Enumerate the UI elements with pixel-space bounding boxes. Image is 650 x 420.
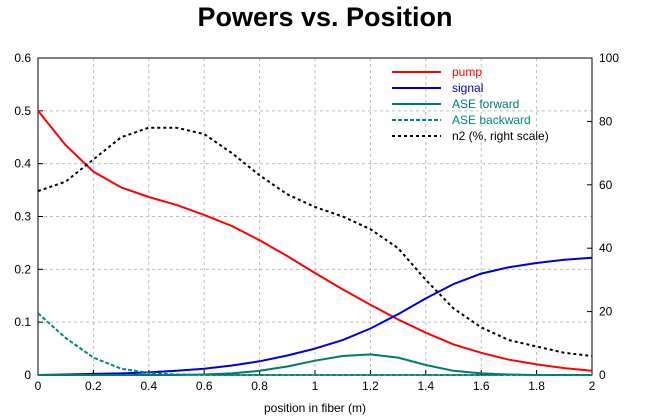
series-line-ase-forward — [38, 353, 592, 376]
y-tick-label: 0.3 — [14, 210, 31, 224]
x-tick-label: 1.2 — [362, 379, 379, 393]
series-line-pump — [37, 110, 593, 372]
y-tick-label: 0 — [24, 368, 31, 382]
x-tick-label: 0.8 — [251, 379, 268, 393]
series-line-ase-backward — [37, 312, 592, 376]
y2-tick-label: 80 — [599, 114, 613, 128]
series-line-n2-right-scale- — [37, 126, 593, 357]
y-tick-label: 0.1 — [14, 315, 31, 329]
x-tick-label: 2 — [589, 379, 596, 393]
legend-label: pump — [452, 65, 482, 79]
y2-tick-label: 100 — [599, 51, 619, 65]
x-tick-label: 1.8 — [528, 379, 545, 393]
legend-label: n2 (%, right scale) — [452, 129, 549, 143]
y2-tick-label: 40 — [599, 241, 613, 255]
x-tick-label: 0.6 — [196, 379, 213, 393]
y-tick-label: 0.5 — [14, 104, 31, 118]
x-tick-label: 1.6 — [473, 379, 490, 393]
y2-tick-label: 60 — [599, 178, 613, 192]
x-tick-label: 1.4 — [417, 379, 434, 393]
y2-tick-label: 0 — [599, 368, 606, 382]
x-tick-label: 0.2 — [85, 379, 102, 393]
x-axis-label: position in fiber (m) — [264, 401, 366, 415]
y2-tick-label: 20 — [599, 305, 613, 319]
x-tick-label: 1 — [312, 379, 319, 393]
legend-label: ASE forward — [452, 97, 519, 111]
legend-label: ASE backward — [452, 113, 531, 127]
y-tick-label: 0.2 — [14, 262, 31, 276]
y-tick-label: 0.4 — [14, 157, 31, 171]
y-tick-label: 0.6 — [14, 51, 31, 65]
legend-label: signal — [452, 81, 483, 95]
series-line-signal — [37, 256, 593, 376]
chart-title: Powers vs. Position — [197, 2, 453, 32]
x-tick-label: 0.4 — [140, 379, 157, 393]
x-tick-label: 0 — [35, 379, 42, 393]
